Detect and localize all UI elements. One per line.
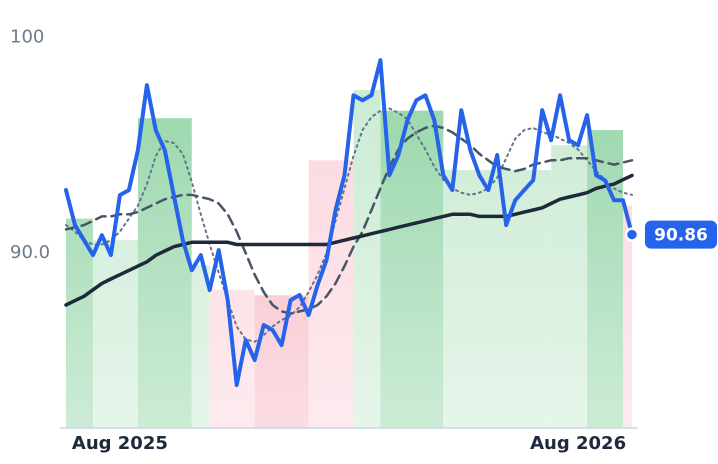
value-label: 90.86 xyxy=(654,226,708,246)
y-tick-label: 100 xyxy=(10,26,44,47)
last-point xyxy=(624,227,640,242)
column-fade xyxy=(66,20,634,428)
y-tick-label: 90.0 xyxy=(10,242,50,263)
value-badge xyxy=(645,220,717,249)
x-tick-label: Aug 2026 xyxy=(530,433,626,454)
series-line xyxy=(64,124,634,315)
series-line xyxy=(64,58,634,387)
series-line xyxy=(65,107,633,343)
x-tick-label: Aug 2025 xyxy=(72,433,168,454)
series-line xyxy=(64,173,634,307)
